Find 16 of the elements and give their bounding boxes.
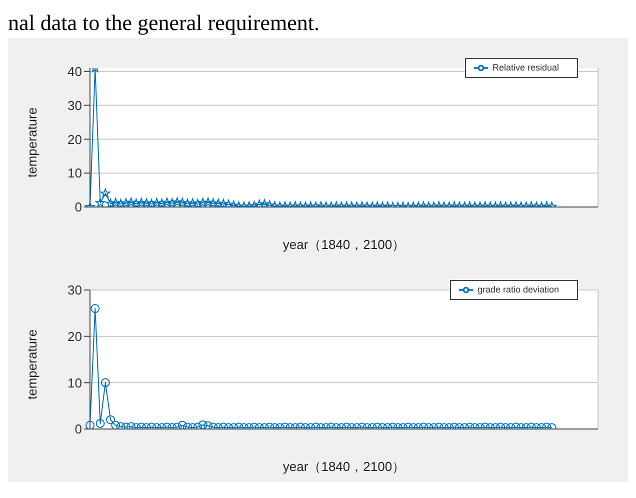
y-tick-label: 20	[68, 328, 82, 344]
y-tick-label: 10	[68, 166, 82, 181]
legend-label: grade ratio deviation	[477, 284, 559, 294]
y-tick-label: 20	[68, 132, 82, 147]
x-axis-title: year（1840，2100）	[282, 237, 406, 252]
text: nal data to the general requirement.	[8, 8, 628, 38]
y-axis-title: temperature	[24, 107, 40, 178]
y-tick-label: 0	[74, 422, 82, 437]
y-tick-label: 40	[68, 64, 82, 80]
legend-label: Relative residual	[492, 62, 559, 72]
x-axis-title: year（1840，2100）	[282, 459, 406, 474]
y-tick-label: 30	[68, 282, 82, 298]
y-tick-label: 10	[68, 375, 82, 390]
y-tick-label: 30	[68, 98, 82, 113]
y-tick-label: 0	[74, 200, 82, 215]
y-axis-title: temperature	[24, 329, 40, 400]
